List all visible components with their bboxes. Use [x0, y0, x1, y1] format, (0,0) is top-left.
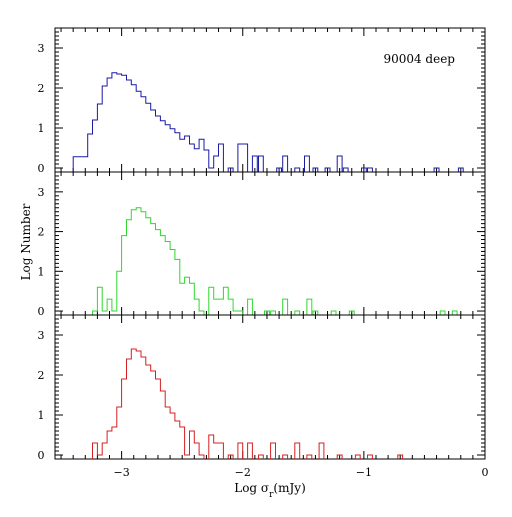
- y-tick-label: 3: [38, 329, 45, 342]
- x-tick-label: −1: [356, 466, 372, 479]
- panel-2: 0 1 2 3: [38, 171, 486, 318]
- x-axis-label: Log σr(mJy): [234, 481, 306, 500]
- histogram-series: [72, 72, 464, 172]
- y-tick-label: 3: [38, 42, 45, 55]
- y-axis-label: Log Number: [19, 203, 33, 280]
- x-tick-label: 0: [482, 466, 489, 479]
- y-tick-label: 1: [38, 409, 45, 422]
- y-tick-label: 2: [38, 82, 45, 95]
- x-tick-label: −3: [114, 466, 130, 479]
- y-tick-label: 2: [38, 369, 45, 382]
- y-tick-label: 1: [38, 122, 45, 135]
- y-tick-label: 2: [38, 226, 45, 239]
- chart-annotation: 90004 deep: [383, 52, 455, 66]
- x-axis-label-unit: (mJy): [273, 481, 305, 495]
- x-axis-label-subscript: r: [269, 490, 274, 500]
- y-tick-label: 3: [38, 186, 45, 199]
- histogram-series: [92, 348, 404, 459]
- x-tick-label: −2: [235, 466, 251, 479]
- panel-3: 0 1 2 3: [38, 314, 486, 462]
- y-tick-label: 0: [38, 449, 45, 462]
- panel-1: 0 1 2 3: [38, 27, 486, 175]
- y-tick-label: 0: [38, 305, 45, 318]
- panel-frame: [54, 314, 486, 460]
- panels-layer: 0 1 2 3 0 1 2 3 0 1 2 3 −3 −2 −1 0: [38, 27, 489, 479]
- y-tick-label: 1: [38, 265, 45, 278]
- panel-frame: [54, 27, 486, 173]
- y-tick-label: 0: [38, 162, 45, 175]
- panel-frame: [54, 171, 486, 316]
- histogram-series: [92, 207, 458, 315]
